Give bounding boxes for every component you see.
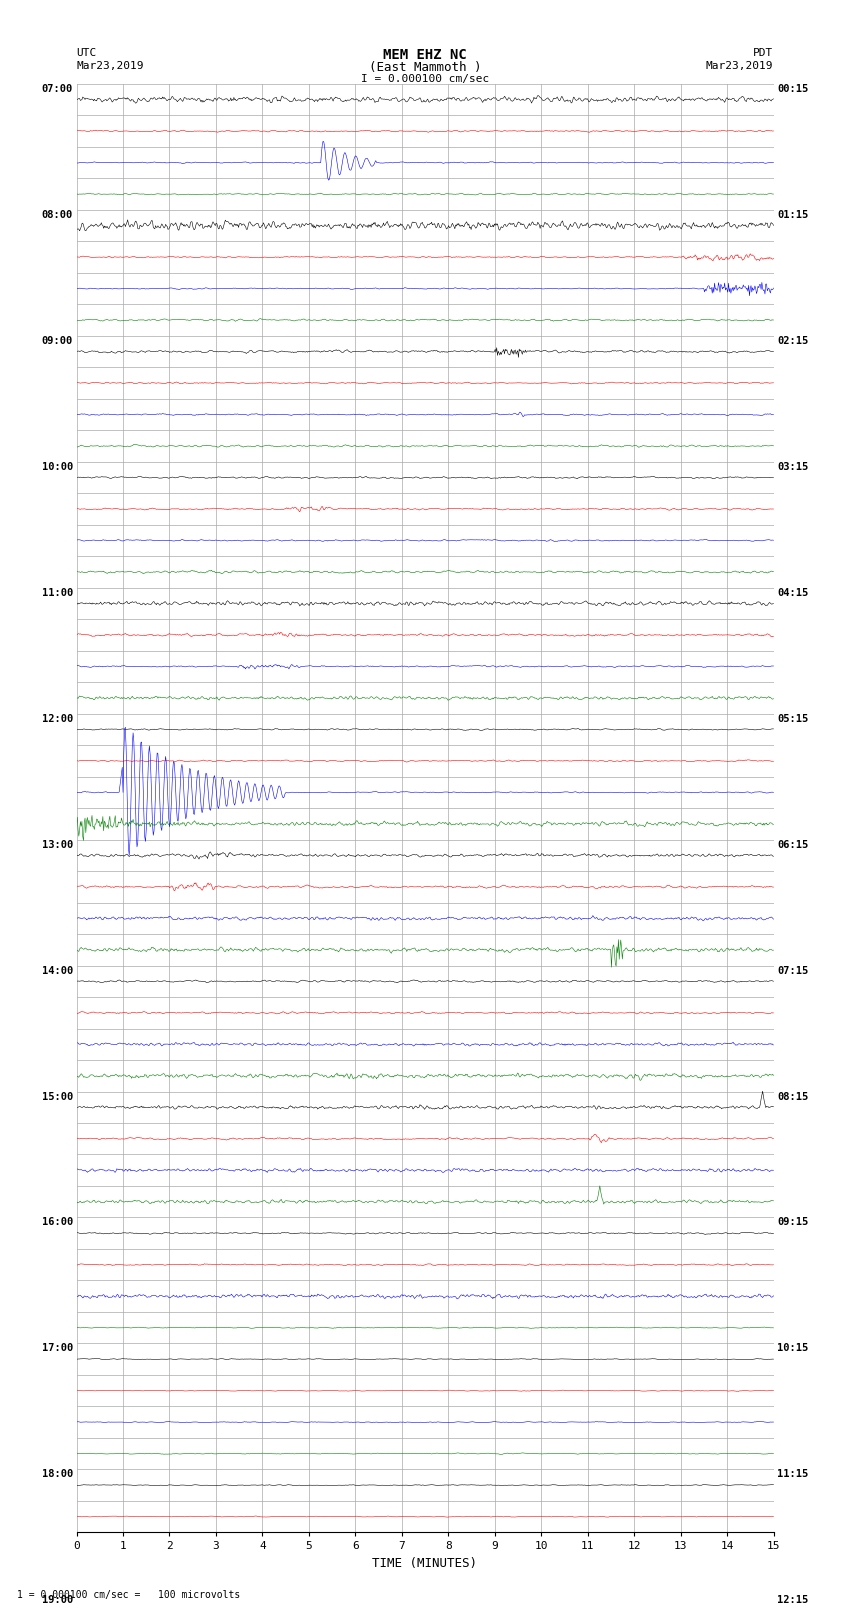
Text: 01:15: 01:15 [777, 210, 808, 219]
Text: MEM EHZ NC: MEM EHZ NC [383, 48, 467, 63]
Text: Mar23,2019: Mar23,2019 [706, 61, 774, 71]
Text: 09:15: 09:15 [777, 1218, 808, 1227]
Text: 15:00: 15:00 [42, 1092, 73, 1102]
Text: 14:00: 14:00 [42, 966, 73, 976]
Text: Mar23,2019: Mar23,2019 [76, 61, 144, 71]
Text: 1 = 0.000100 cm/sec =   100 microvolts: 1 = 0.000100 cm/sec = 100 microvolts [17, 1590, 241, 1600]
Text: (East Mammoth ): (East Mammoth ) [369, 61, 481, 74]
Text: 19:00: 19:00 [42, 1595, 73, 1605]
Text: 18:00: 18:00 [42, 1469, 73, 1479]
Text: 10:00: 10:00 [42, 461, 73, 471]
Text: 13:00: 13:00 [42, 840, 73, 850]
Text: 08:15: 08:15 [777, 1092, 808, 1102]
Text: 05:15: 05:15 [777, 713, 808, 724]
Text: 03:15: 03:15 [777, 461, 808, 471]
Text: 07:15: 07:15 [777, 966, 808, 976]
Text: UTC: UTC [76, 48, 97, 58]
Text: 12:00: 12:00 [42, 713, 73, 724]
Text: 08:00: 08:00 [42, 210, 73, 219]
Text: 02:15: 02:15 [777, 336, 808, 345]
Text: 17:00: 17:00 [42, 1344, 73, 1353]
Text: 11:00: 11:00 [42, 587, 73, 598]
Text: 09:00: 09:00 [42, 336, 73, 345]
X-axis label: TIME (MINUTES): TIME (MINUTES) [372, 1557, 478, 1569]
Text: 11:15: 11:15 [777, 1469, 808, 1479]
Text: 10:15: 10:15 [777, 1344, 808, 1353]
Text: 12:15: 12:15 [777, 1595, 808, 1605]
Text: 00:15: 00:15 [777, 84, 808, 94]
Text: PDT: PDT [753, 48, 774, 58]
Text: I = 0.000100 cm/sec: I = 0.000100 cm/sec [361, 74, 489, 84]
Text: 06:15: 06:15 [777, 840, 808, 850]
Text: 04:15: 04:15 [777, 587, 808, 598]
Text: 07:00: 07:00 [42, 84, 73, 94]
Text: 16:00: 16:00 [42, 1218, 73, 1227]
